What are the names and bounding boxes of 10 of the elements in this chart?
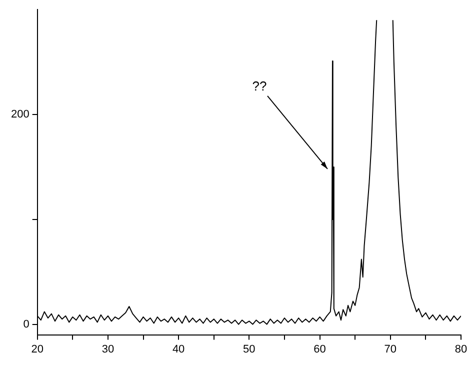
x-tick-label: 70 xyxy=(384,343,397,356)
annotation: ?? xyxy=(252,78,267,94)
x-tick-label: 80 xyxy=(454,343,468,356)
x-tick-label: 50 xyxy=(243,343,256,356)
x-tick-label: 20 xyxy=(31,343,44,356)
x-tick-label: 40 xyxy=(172,343,185,356)
x-tick-label: 60 xyxy=(314,343,326,356)
y-tick-label: 200 xyxy=(10,108,30,121)
x-tick-label: 30 xyxy=(102,343,114,356)
y-tick-label: 0 xyxy=(23,318,30,330)
